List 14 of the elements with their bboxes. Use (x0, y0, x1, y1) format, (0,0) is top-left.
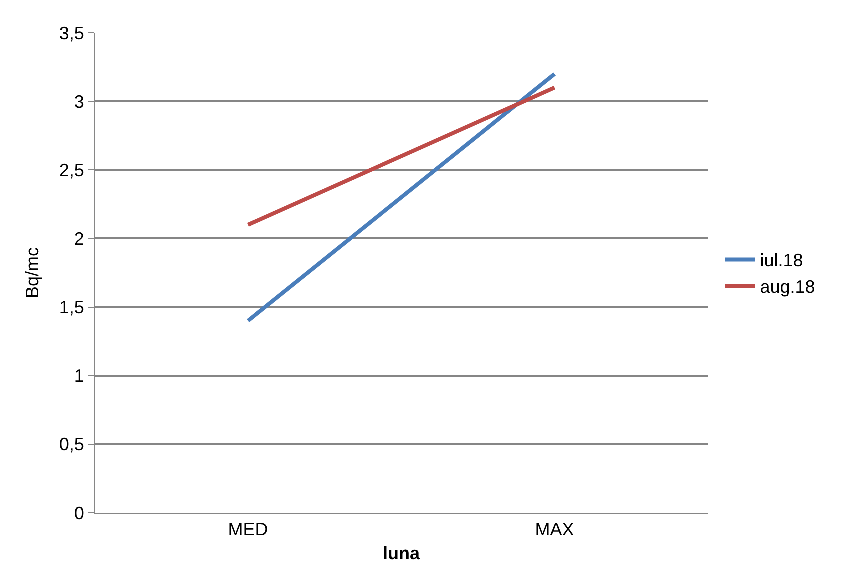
y-tick-label: 0,5 (59, 434, 84, 455)
y-tick-label: 1,5 (59, 298, 84, 318)
x-axis-title: luna (382, 544, 421, 564)
y-tick-label: 2 (74, 229, 84, 250)
y-tick-label: 1 (74, 366, 84, 386)
y-tick-label: 0 (74, 503, 84, 524)
x-tick-label: MED (228, 520, 268, 540)
y-tick-label: 3,5 (59, 23, 84, 44)
y-axis-title: Bq/mc (22, 247, 43, 299)
y-tick-label: 2,5 (59, 160, 84, 180)
legend-label: iul.18 (760, 250, 804, 271)
legend-label: aug.18 (760, 277, 816, 298)
x-tick-label: MAX (535, 520, 574, 540)
y-tick-label: 3 (74, 92, 84, 112)
